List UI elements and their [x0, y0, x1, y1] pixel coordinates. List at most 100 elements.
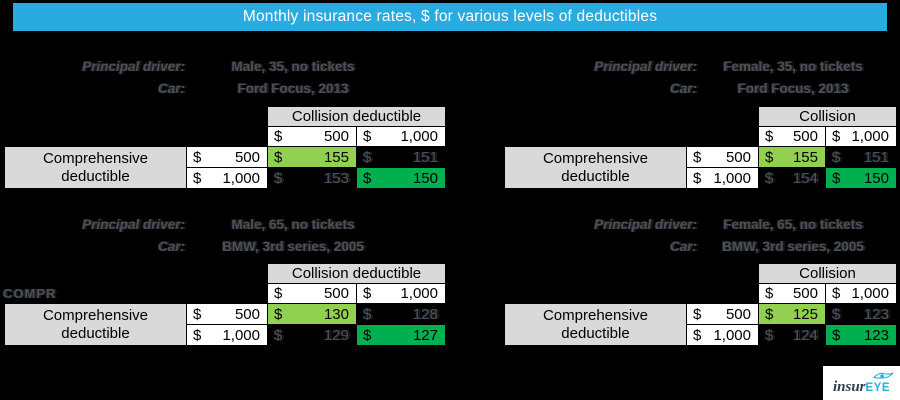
dollar-sign: $: [765, 169, 774, 187]
dollar-sign: $: [274, 148, 283, 166]
dollar-sign: $: [193, 148, 202, 166]
comprehensive-label-line1: Comprehensive: [42, 149, 149, 167]
dollar-sign: $: [193, 169, 202, 187]
rates-table-top-right: Collision $500 $1,000 Comprehensive deduc…: [504, 106, 897, 189]
comprehensive-deductible-label: Comprehensive deductible: [504, 303, 687, 346]
comprehensive-row-value: 500: [234, 148, 260, 166]
dollar-sign: $: [693, 169, 702, 187]
car-value: BMW, 3rd series, 2005: [222, 239, 364, 254]
dollar-sign: $: [193, 305, 202, 323]
rate-value: 151: [863, 148, 889, 166]
collision-column-header: $1,000: [356, 283, 446, 304]
driver-value: Female, 35, no tickets: [723, 59, 863, 74]
rate-value: 150: [863, 169, 889, 187]
comprehensive-label-line1: Comprehensive: [542, 149, 649, 167]
spacer-cell: [4, 263, 268, 284]
comprehensive-label-line2: deductible: [561, 324, 630, 342]
driver-value: Male, 35, no tickets: [231, 59, 355, 74]
rates-table-bottom-left: Collision deductible $500 $1,000 Compreh…: [4, 263, 446, 346]
rate-cell: $124: [758, 324, 826, 346]
collision-header: Collision: [758, 106, 897, 127]
collision-column-header: $1,000: [825, 283, 897, 304]
principal-driver-label: Principal driver:: [594, 217, 697, 232]
collision-column-value: 1,000: [400, 285, 438, 302]
comprehensive-row-header: $500: [686, 303, 759, 325]
collision-column-header: $500: [267, 126, 357, 147]
car-label: Car:: [157, 81, 185, 96]
dollar-sign: $: [363, 326, 372, 344]
comprehensive-row-value: 500: [234, 305, 260, 323]
rate-cell: $130: [267, 303, 357, 325]
comprehensive-row-header: $500: [686, 146, 759, 168]
rate-value: 154: [792, 169, 818, 187]
dollar-sign: $: [193, 326, 202, 344]
dollar-sign: $: [832, 305, 841, 323]
rate-value: 155: [792, 148, 818, 166]
spacer-cell: [504, 283, 759, 304]
spacer-cell: [504, 263, 759, 284]
comprehensive-row-header: $1,000: [686, 324, 759, 346]
rate-cell: $127: [356, 324, 446, 346]
dollar-sign: $: [765, 148, 774, 166]
dollar-sign: $: [363, 285, 372, 302]
rate-value: 123: [863, 305, 889, 323]
rate-cell: $151: [825, 146, 897, 168]
rate-cell: $150: [825, 167, 897, 189]
rate-value: 128: [412, 305, 438, 323]
rate-cell: $153: [267, 167, 357, 189]
driver-value: Female, 65, no tickets: [723, 217, 863, 232]
dollar-sign: $: [765, 326, 774, 344]
dollar-sign: $: [274, 326, 283, 344]
comprehensive-row-value: 500: [725, 148, 751, 166]
rate-cell: $155: [267, 146, 357, 168]
rate-cell: $155: [758, 146, 826, 168]
comprehensive-label-line2: deductible: [61, 167, 130, 185]
comprehensive-row-value: 1,000: [713, 169, 751, 187]
collision-column-value: 500: [323, 128, 349, 145]
dollar-sign: $: [765, 285, 774, 302]
comprehensive-row-value: 1,000: [713, 326, 751, 344]
car-label: Car:: [157, 239, 185, 254]
rate-cell: $129: [267, 324, 357, 346]
car-label: Car:: [669, 239, 697, 254]
collision-column-value: 500: [792, 285, 818, 302]
collision-column-header: $500: [267, 283, 357, 304]
rates-table-top-left: Collision deductible $500 $1,000 Compreh…: [4, 106, 446, 189]
rate-cell: $123: [825, 324, 897, 346]
dollar-sign: $: [274, 169, 283, 187]
collision-column-value: 1,000: [851, 285, 889, 302]
driver-value: Male, 65, no tickets: [231, 217, 355, 232]
rate-cell: $154: [758, 167, 826, 189]
dollar-sign: $: [363, 148, 372, 166]
car-value: BMW, 3rd series, 2005: [722, 239, 864, 254]
dollar-sign: $: [363, 169, 372, 187]
collision-header: Collision deductible: [267, 263, 446, 284]
rate-value: 153: [323, 169, 349, 187]
rates-table-bottom-right: Collision $500 $1,000 Comprehensive deduc…: [504, 263, 897, 346]
rate-value: 127: [412, 326, 438, 344]
rate-value: 124: [792, 326, 818, 344]
comprehensive-row-header: $1,000: [186, 167, 268, 189]
collision-header: Collision deductible: [267, 106, 446, 127]
comprehensive-deductible-label: Comprehensive deductible: [4, 303, 187, 346]
page-title: Monthly insurance rates, $ for various l…: [13, 3, 887, 31]
collision-header: Collision: [758, 263, 897, 284]
spacer-cell: [504, 126, 759, 147]
dollar-sign: $: [363, 128, 372, 145]
rate-value: 123: [863, 326, 889, 344]
dollar-sign: $: [274, 285, 283, 302]
comprehensive-label-line2: deductible: [561, 167, 630, 185]
car-value: Ford Focus, 2013: [237, 81, 349, 96]
collision-column-header: $500: [758, 126, 826, 147]
insureye-logo: insurEYE: [823, 366, 900, 400]
comprehensive-row-header: $500: [186, 303, 268, 325]
comprehensive-row-header: $1,000: [686, 167, 759, 189]
dollar-sign: $: [693, 148, 702, 166]
dollar-sign: $: [765, 305, 774, 323]
dollar-sign: $: [832, 128, 841, 145]
rate-cell: $151: [356, 146, 446, 168]
dollar-sign: $: [274, 305, 283, 323]
dollar-sign: $: [693, 305, 702, 323]
dollar-sign: $: [274, 128, 283, 145]
comprehensive-label-line1: Comprehensive: [42, 306, 149, 324]
